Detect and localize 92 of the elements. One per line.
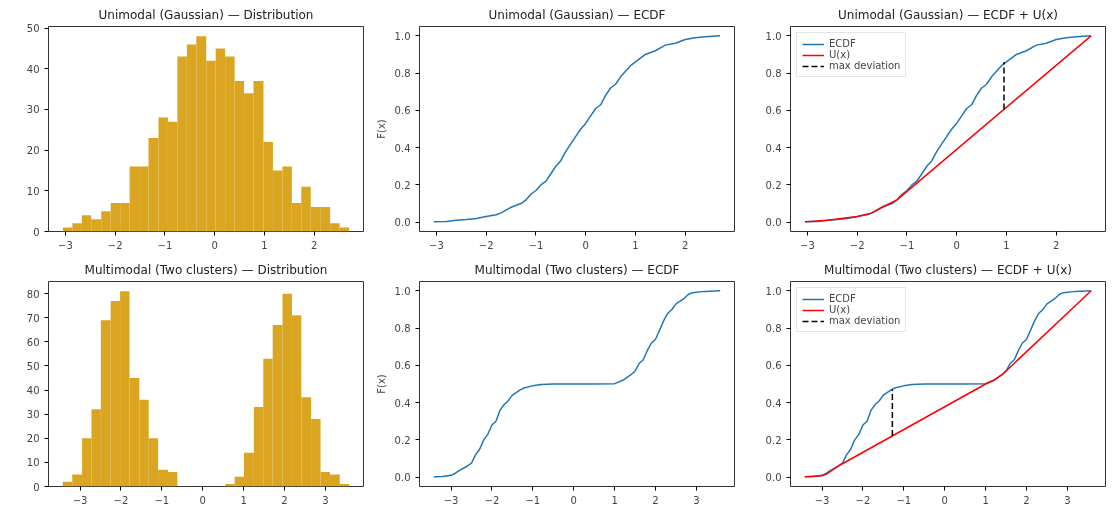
x-tick-label: 3 <box>1064 494 1071 506</box>
y-tick-label: 1.0 <box>394 30 411 42</box>
chart-title: Unimodal (Gaussian) — ECDF <box>488 7 666 22</box>
chart-title: Multimodal (Two clusters) — ECDF <box>474 262 680 277</box>
x-tick-label: −1 <box>525 494 541 506</box>
y-tick-label: 0.4 <box>394 142 411 154</box>
chart-title: Multimodal (Two clusters) — ECDF + U(x) <box>824 262 1072 277</box>
x-tick-label: −2 <box>478 239 494 251</box>
y-tick-label: 60 <box>26 336 40 348</box>
y-tick-label: 0 <box>33 481 40 493</box>
y-tick-label: 1.0 <box>765 30 782 42</box>
y-tick-label: 0.8 <box>765 68 782 80</box>
y-tick-label: 0.8 <box>394 68 411 80</box>
y-tick-label: 0.0 <box>765 472 782 484</box>
chart-title: Unimodal (Gaussian) — ECDF + U(x) <box>838 7 1058 22</box>
y-tick-label: 0.0 <box>394 472 411 484</box>
x-tick-label: 0 <box>199 494 206 506</box>
y-tick-label: 20 <box>26 433 40 445</box>
y-tick-label: 40 <box>26 63 40 75</box>
legend-label: U(x) <box>829 49 851 60</box>
legend-label: ECDF <box>829 38 856 49</box>
legend-label: max deviation <box>829 60 901 71</box>
x-tick-label: 2 <box>682 239 689 251</box>
x-tick-label: 2 <box>1023 494 1030 506</box>
x-tick-label: −3 <box>429 239 444 251</box>
y-tick-label: 0.6 <box>394 105 411 117</box>
x-tick-label: −3 <box>58 239 73 251</box>
y-tick-label: 0.8 <box>765 323 782 335</box>
x-tick-label: −1 <box>896 494 912 506</box>
y-tick-label: 0.4 <box>765 142 782 154</box>
y-tick-label: 1.0 <box>394 285 411 297</box>
y-tick-label: 0.2 <box>765 179 782 191</box>
chart-title: Unimodal (Gaussian) — Distribution <box>98 7 314 22</box>
y-tick-label: 0.8 <box>394 323 411 335</box>
y-tick-label: 0.2 <box>394 434 411 446</box>
legend-label: U(x) <box>829 304 851 315</box>
x-tick-label: 1 <box>240 494 247 506</box>
y-tick-label: 0.0 <box>765 217 782 229</box>
x-tick-label: 1 <box>611 494 618 506</box>
x-tick-label: −2 <box>849 239 865 251</box>
y-tick-label: 50 <box>26 360 40 372</box>
legend-label: ECDF <box>829 293 856 304</box>
x-tick-label: 1 <box>982 494 989 506</box>
x-tick-label: 2 <box>652 494 659 506</box>
x-tick-label: −3 <box>814 494 830 506</box>
x-tick-label: −1 <box>528 239 544 251</box>
y-tick-label: 0.6 <box>394 360 411 372</box>
y-tick-label: 20 <box>26 145 40 157</box>
chart-title: Multimodal (Two clusters) — Distribution <box>84 262 328 277</box>
y-tick-label: 0.0 <box>394 217 411 229</box>
y-tick-label: 50 <box>26 23 40 35</box>
x-tick-label: −2 <box>855 494 871 506</box>
x-tick-label: −2 <box>484 494 500 506</box>
y-axis-title: F(x) <box>375 119 387 139</box>
x-tick-label: 0 <box>941 494 948 506</box>
y-tick-label: 1.0 <box>765 285 782 297</box>
x-tick-label: 1 <box>261 239 268 251</box>
x-tick-label: −2 <box>113 494 129 506</box>
x-tick-label: 1 <box>1003 239 1010 251</box>
x-tick-label: 0 <box>582 239 589 251</box>
y-tick-label: 0.6 <box>765 105 782 117</box>
y-tick-label: 80 <box>26 288 40 300</box>
x-tick-label: −2 <box>107 239 123 251</box>
y-tick-label: 30 <box>26 104 40 116</box>
x-tick-label: −3 <box>800 239 815 251</box>
y-tick-label: 0.6 <box>765 360 782 372</box>
y-tick-label: 0.4 <box>765 397 782 409</box>
y-tick-label: 10 <box>26 457 40 469</box>
x-tick-label: −3 <box>443 494 459 506</box>
legend-label: max deviation <box>829 315 901 326</box>
y-tick-label: 10 <box>26 185 40 197</box>
x-tick-label: −1 <box>154 494 170 506</box>
y-tick-label: 0 <box>33 226 40 238</box>
x-tick-label: 0 <box>570 494 577 506</box>
x-tick-label: 2 <box>281 494 288 506</box>
y-axis-title: F(x) <box>375 374 387 394</box>
x-tick-label: 2 <box>311 239 318 251</box>
x-tick-label: 0 <box>211 239 218 251</box>
x-tick-label: 3 <box>322 494 329 506</box>
y-tick-label: 0.2 <box>765 434 782 446</box>
x-tick-label: 1 <box>632 239 639 251</box>
x-tick-label: 2 <box>1053 239 1060 251</box>
y-tick-label: 0.4 <box>394 397 411 409</box>
y-tick-label: 0.2 <box>394 179 411 191</box>
x-tick-label: 0 <box>953 239 960 251</box>
y-tick-label: 40 <box>26 385 40 397</box>
y-tick-label: 30 <box>26 409 40 421</box>
x-tick-label: −3 <box>72 494 88 506</box>
y-tick-label: 70 <box>26 312 40 324</box>
x-tick-label: 3 <box>693 494 700 506</box>
x-tick-label: −1 <box>899 239 915 251</box>
x-tick-label: −1 <box>157 239 173 251</box>
